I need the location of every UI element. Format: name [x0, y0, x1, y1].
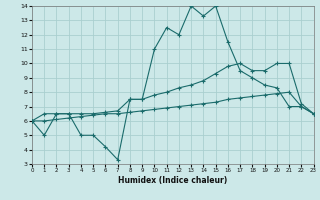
X-axis label: Humidex (Indice chaleur): Humidex (Indice chaleur) [118, 176, 228, 185]
